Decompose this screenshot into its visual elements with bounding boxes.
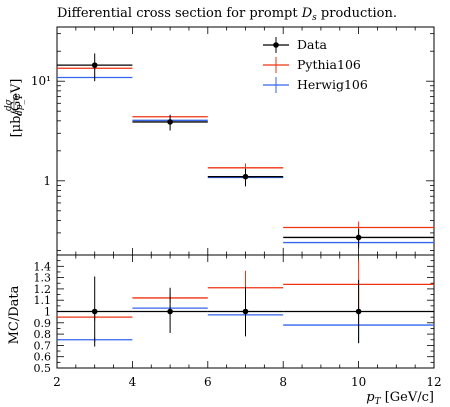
ratio-y-tick-label: 1.2: [34, 283, 52, 296]
ratio-y-tick-label: 0.7: [34, 339, 52, 352]
x-tick-label: 6: [204, 375, 212, 389]
legend-marker-data: [273, 42, 279, 48]
main-ylabel: [μb/GeV]: [9, 79, 24, 138]
x-axis-label: pT [GeV/c]: [366, 390, 434, 407]
ratio-y-tick-label: 1: [44, 306, 51, 319]
ratio-y-tick-label: 0.6: [34, 351, 52, 364]
legend: Data Pythia106 Herwig106: [263, 37, 368, 93]
ratio-ylabel: MC/Data: [7, 285, 22, 344]
legend-label-pythia106: Pythia106: [297, 57, 361, 72]
ratio-y-tick-label: 1.4: [34, 260, 52, 273]
ratio-y-tick-label: 0.5: [34, 362, 52, 375]
legend-label-data: Data: [297, 37, 327, 52]
data-point-2: [242, 173, 249, 180]
ratio-panel: 2 4 6 8 10 12 0.50.60.70.80.911.11.21.31.4: [34, 254, 442, 389]
legend-label-herwig106: Herwig106: [297, 77, 368, 92]
x-tick-label: 4: [129, 375, 137, 389]
main-ylabel-unit: [μb/GeV]: [9, 79, 24, 138]
ratio-y-tick-label: 0.8: [34, 328, 52, 341]
y-tick-label: 1: [43, 174, 51, 188]
ylabel-numerator: dσ: [4, 98, 14, 111]
data-point-0: [91, 62, 98, 68]
main-frame: [56, 26, 435, 256]
data-point-0: [91, 308, 98, 315]
data-point-1: [167, 119, 173, 125]
x-tick-label: 12: [426, 375, 441, 389]
main-panel: 10¹ 1: [31, 26, 435, 256]
chart-title: Differential cross section for prompt Ds…: [57, 6, 397, 23]
data-point-3: [355, 308, 362, 315]
ratio-y-tick-label: 0.9: [34, 317, 52, 330]
data-point-2: [242, 308, 249, 315]
y-tick-label: 10¹: [31, 74, 51, 88]
x-tick-label: 10: [351, 375, 366, 389]
x-tick-label: 8: [279, 375, 287, 389]
ratio-y-tick-label: 1.1: [34, 294, 52, 307]
main-ylabel-fraction: dσ dp_T: [4, 93, 25, 116]
ylabel-denominator: dp_T: [15, 93, 25, 116]
data-point-3: [355, 234, 362, 241]
data-point-1: [167, 308, 173, 315]
x-tick-label: 2: [53, 375, 61, 389]
ratio-y-tick-label: 1.3: [34, 272, 52, 285]
